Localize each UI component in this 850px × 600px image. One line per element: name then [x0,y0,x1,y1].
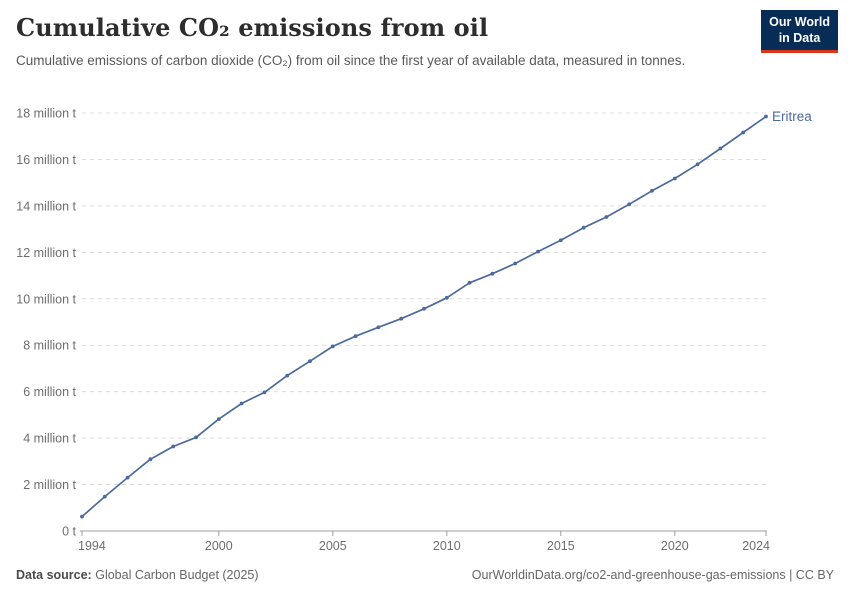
data-point [239,401,244,406]
x-tick-label: 2005 [319,539,347,553]
data-point [741,130,746,135]
chart-area: 0 t 2 million t 4 million t 6 million t 8 mi… [0,95,850,560]
data-point [627,202,632,207]
data-point [353,334,358,339]
y-gridlines [82,112,770,486]
line-chart: 0 t 2 million t 4 million t 6 million t 8 mi… [16,107,812,554]
data-point [216,417,221,421]
data-point [581,225,586,230]
series-line-eritrea [81,115,767,518]
x-tick-label: 2000 [205,539,233,553]
data-point [194,435,198,440]
data-source: Data source: Global Carbon Budget (2025) [16,568,259,582]
x-tick-label: 2020 [661,539,689,553]
y-tick-label: 8 million t [23,339,76,353]
y-tick-label: 0 t [62,525,76,539]
x-tick-label: 2024 [742,539,770,553]
chart-subtitle: Cumulative emissions of carbon dioxide (… [16,53,686,68]
y-tick-label: 18 million t [16,107,76,121]
data-point [148,457,153,462]
y-tick-label: 16 million t [16,153,76,167]
y-axis-labels: 0 t 2 million t 4 million t 6 million t 8 mi… [16,107,76,539]
data-source-label: Data source: [16,568,92,582]
owid-logo[interactable]: Our World in Data [761,10,838,54]
data-point [604,215,609,219]
data-point [513,261,518,266]
data-point [330,344,335,349]
y-tick-label: 14 million t [16,199,76,213]
data-point [422,306,426,311]
data-point [444,295,449,300]
data-point [490,271,495,276]
data-point [262,390,267,395]
data-point [718,146,723,151]
data-point [376,325,381,330]
x-axis-labels: 1994 2000 2005 2010 2015 2020 2024 [78,539,770,553]
y-tick-label: 4 million t [23,432,76,446]
data-source-value: Global Carbon Budget (2025) [95,568,259,582]
data-point [672,176,677,181]
data-point [650,188,654,193]
x-tick-label: 1994 [78,539,106,553]
data-point [399,316,404,321]
y-tick-label: 2 million t [23,478,76,492]
page-title: Cumulative CO₂ emissions from oil [16,13,489,42]
data-point [695,162,700,167]
data-point [125,475,130,480]
x-axis [80,530,767,536]
owid-logo-line2: in Data [778,30,821,45]
chart-footer: Data source: Global Carbon Budget (2025)… [16,568,834,582]
y-tick-label: 12 million t [16,246,76,260]
data-point [102,494,107,499]
x-tick-label: 2010 [433,539,461,553]
y-tick-label: 6 million t [23,385,76,399]
series-points-eritrea [80,114,768,519]
owid-url-link[interactable]: OurWorldinData.org/co2-and-greenhouse-ga… [471,568,834,582]
data-point [308,359,312,364]
data-point [467,280,472,285]
x-tick-label: 2015 [547,539,575,553]
y-tick-label: 10 million t [16,292,76,306]
data-point [764,114,768,119]
data-point [171,444,176,449]
data-point [536,249,540,254]
data-point [558,238,563,243]
data-point [80,514,84,519]
owid-logo-line1: Our World [769,15,830,29]
entity-label: Eritrea [772,109,812,124]
data-point [285,373,290,378]
